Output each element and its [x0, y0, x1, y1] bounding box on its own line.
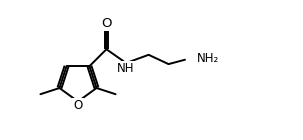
- Text: O: O: [101, 17, 112, 30]
- Text: NH: NH: [117, 61, 135, 74]
- Text: O: O: [73, 99, 83, 112]
- Text: NH₂: NH₂: [197, 52, 219, 65]
